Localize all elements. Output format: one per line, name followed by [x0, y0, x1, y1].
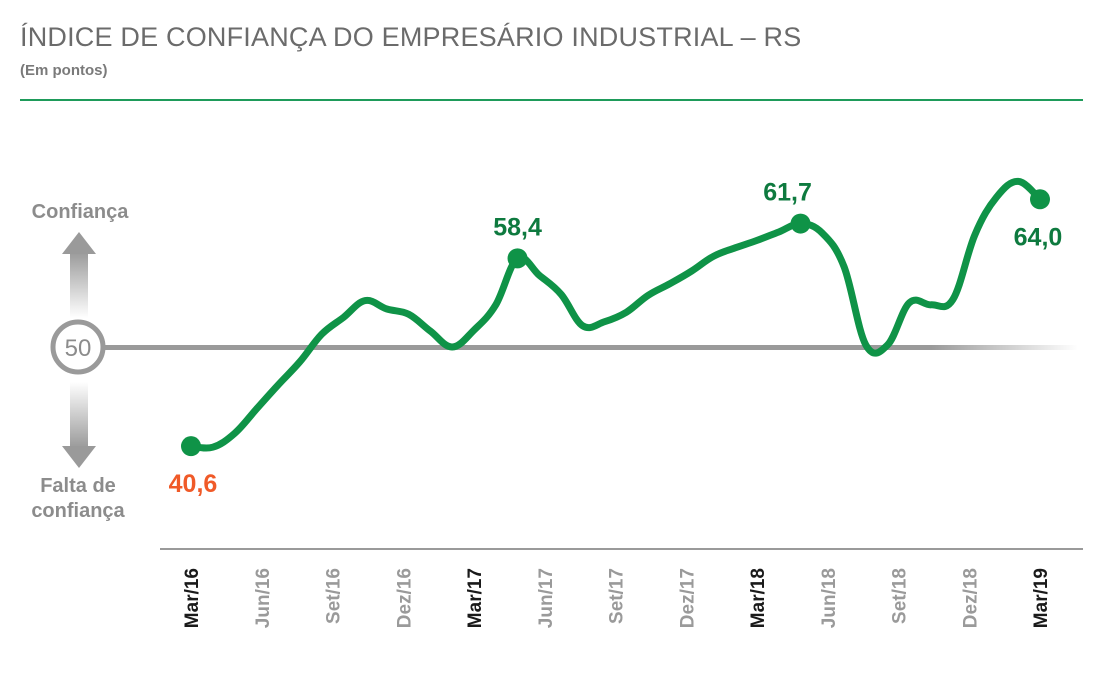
data-point-marker [507, 248, 528, 269]
reference-circle [50, 319, 106, 375]
x-tick-label: Dez/17 [677, 568, 698, 628]
x-tick-label: Dez/18 [960, 568, 981, 628]
x-tick-layer: Mar/16 Jun/16 Set/16 Dez/16 Mar/17 Jun/17 Set/… [182, 568, 1052, 628]
title-divider [20, 99, 1083, 101]
x-tick-label: Mar/17 [465, 568, 486, 628]
series-layer: 40,6 58,4 61,7 64,0 [169, 177, 1063, 498]
confidence-label: Confiança [31, 201, 129, 223]
no-confidence-label: Falta de confiança [18, 474, 138, 524]
x-tick-label: Mar/18 [748, 568, 769, 628]
x-tick-label: Mar/16 [182, 568, 203, 628]
chart-title: ÍNDICE DE CONFIANÇA DO EMPRESÁRIO INDUST… [20, 22, 802, 52]
data-point-marker [181, 436, 201, 457]
series-line [187, 177, 1044, 452]
x-tick-label: Set/16 [324, 568, 345, 624]
no-confidence-label-line2: confiança [31, 500, 125, 522]
chart-subtitle: (Em pontos) [20, 62, 108, 79]
x-tick-label: Jun/17 [536, 568, 557, 628]
no-confidence-label-line1: Falta de [40, 475, 116, 497]
x-tick-label: Jun/18 [819, 568, 840, 628]
data-label: 40,6 [169, 470, 218, 498]
data-point-marker [790, 213, 811, 234]
data-label: 64,0 [1014, 223, 1063, 251]
reference-line [100, 345, 1078, 350]
data-label: 61,7 [763, 179, 812, 207]
x-tick-label: Dez/16 [394, 568, 415, 628]
up-arrow-icon [62, 232, 96, 318]
reference-value-label: 50 [65, 335, 92, 362]
down-arrow-icon [62, 382, 96, 468]
x-tick-label: Mar/19 [1031, 568, 1052, 628]
x-tick-label: Jun/16 [253, 568, 274, 628]
data-point-marker [1030, 189, 1050, 210]
x-tick-label: Set/18 [890, 568, 911, 624]
data-label: 58,4 [493, 213, 542, 241]
x-tick-label: Set/17 [607, 568, 628, 624]
